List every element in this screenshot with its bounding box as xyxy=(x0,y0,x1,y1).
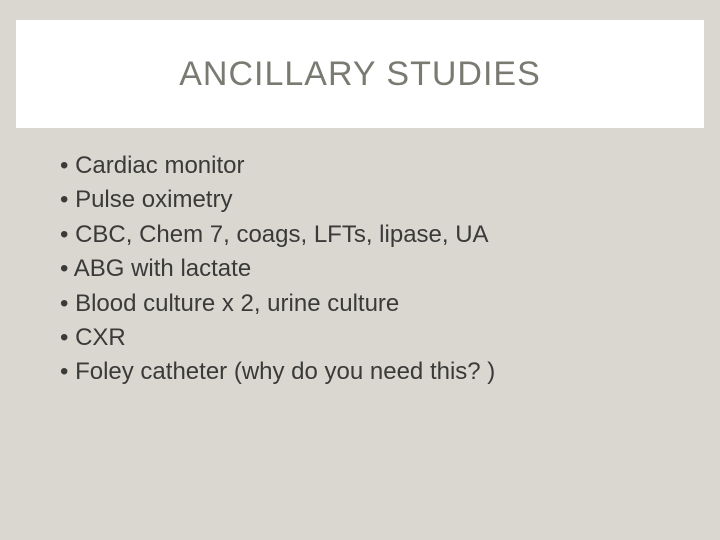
slide: ANCILLARY STUDIES Cardiac monitor Pulse … xyxy=(0,0,720,540)
list-item: Blood culture x 2, urine culture xyxy=(60,288,680,320)
list-item: Cardiac monitor xyxy=(60,150,680,182)
bullet-list: Cardiac monitor Pulse oximetry CBC, Chem… xyxy=(60,150,680,389)
list-item: ABG with lactate xyxy=(60,253,680,285)
slide-title: ANCILLARY STUDIES xyxy=(179,55,541,94)
title-band: ANCILLARY STUDIES xyxy=(16,20,704,128)
list-item: Foley catheter (why do you need this? ) xyxy=(60,356,680,388)
list-item: Pulse oximetry xyxy=(60,184,680,216)
list-item: CXR xyxy=(60,322,680,354)
slide-content: Cardiac monitor Pulse oximetry CBC, Chem… xyxy=(60,150,680,391)
list-item: CBC, Chem 7, coags, LFTs, lipase, UA xyxy=(60,219,680,251)
